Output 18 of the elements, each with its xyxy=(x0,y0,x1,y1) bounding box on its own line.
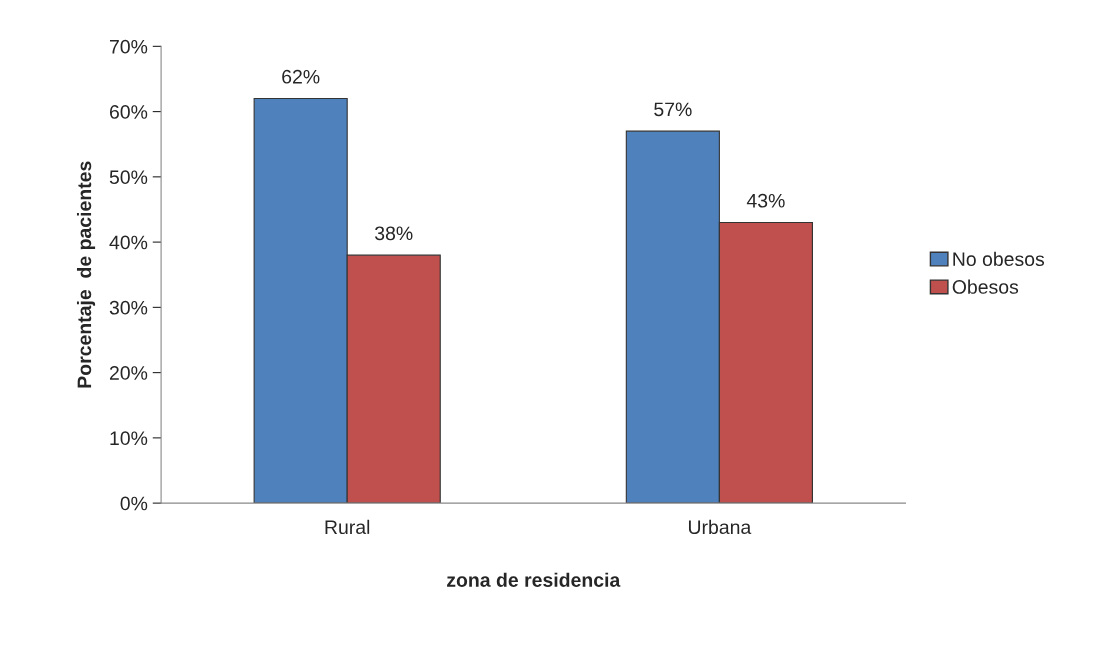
y-tick-label: 40% xyxy=(109,235,148,250)
x-axis-title: zona de residencia xyxy=(447,572,621,587)
y-tick-label: 20% xyxy=(109,366,148,380)
y-axis-title: Porcentaje de pacientes xyxy=(76,161,96,388)
y-tick-label: 50% xyxy=(109,170,148,185)
legend-label: No obesos xyxy=(953,251,1045,267)
y-tick-label: 30% xyxy=(109,300,148,315)
y-tick-label: 0% xyxy=(120,496,148,511)
data-label: 38% xyxy=(374,226,413,241)
data-label: 43% xyxy=(746,193,785,208)
y-tick-label: 10% xyxy=(110,431,148,446)
data-label: 57% xyxy=(654,102,692,117)
data-label: 62% xyxy=(282,69,320,84)
x-tick-label: Urbana xyxy=(688,519,752,535)
y-tick-label: 70% xyxy=(109,39,148,54)
x-tick-label: Rural xyxy=(325,519,370,535)
y-tick-label: 60% xyxy=(109,105,148,119)
legend-label: Obesos xyxy=(952,279,1019,294)
